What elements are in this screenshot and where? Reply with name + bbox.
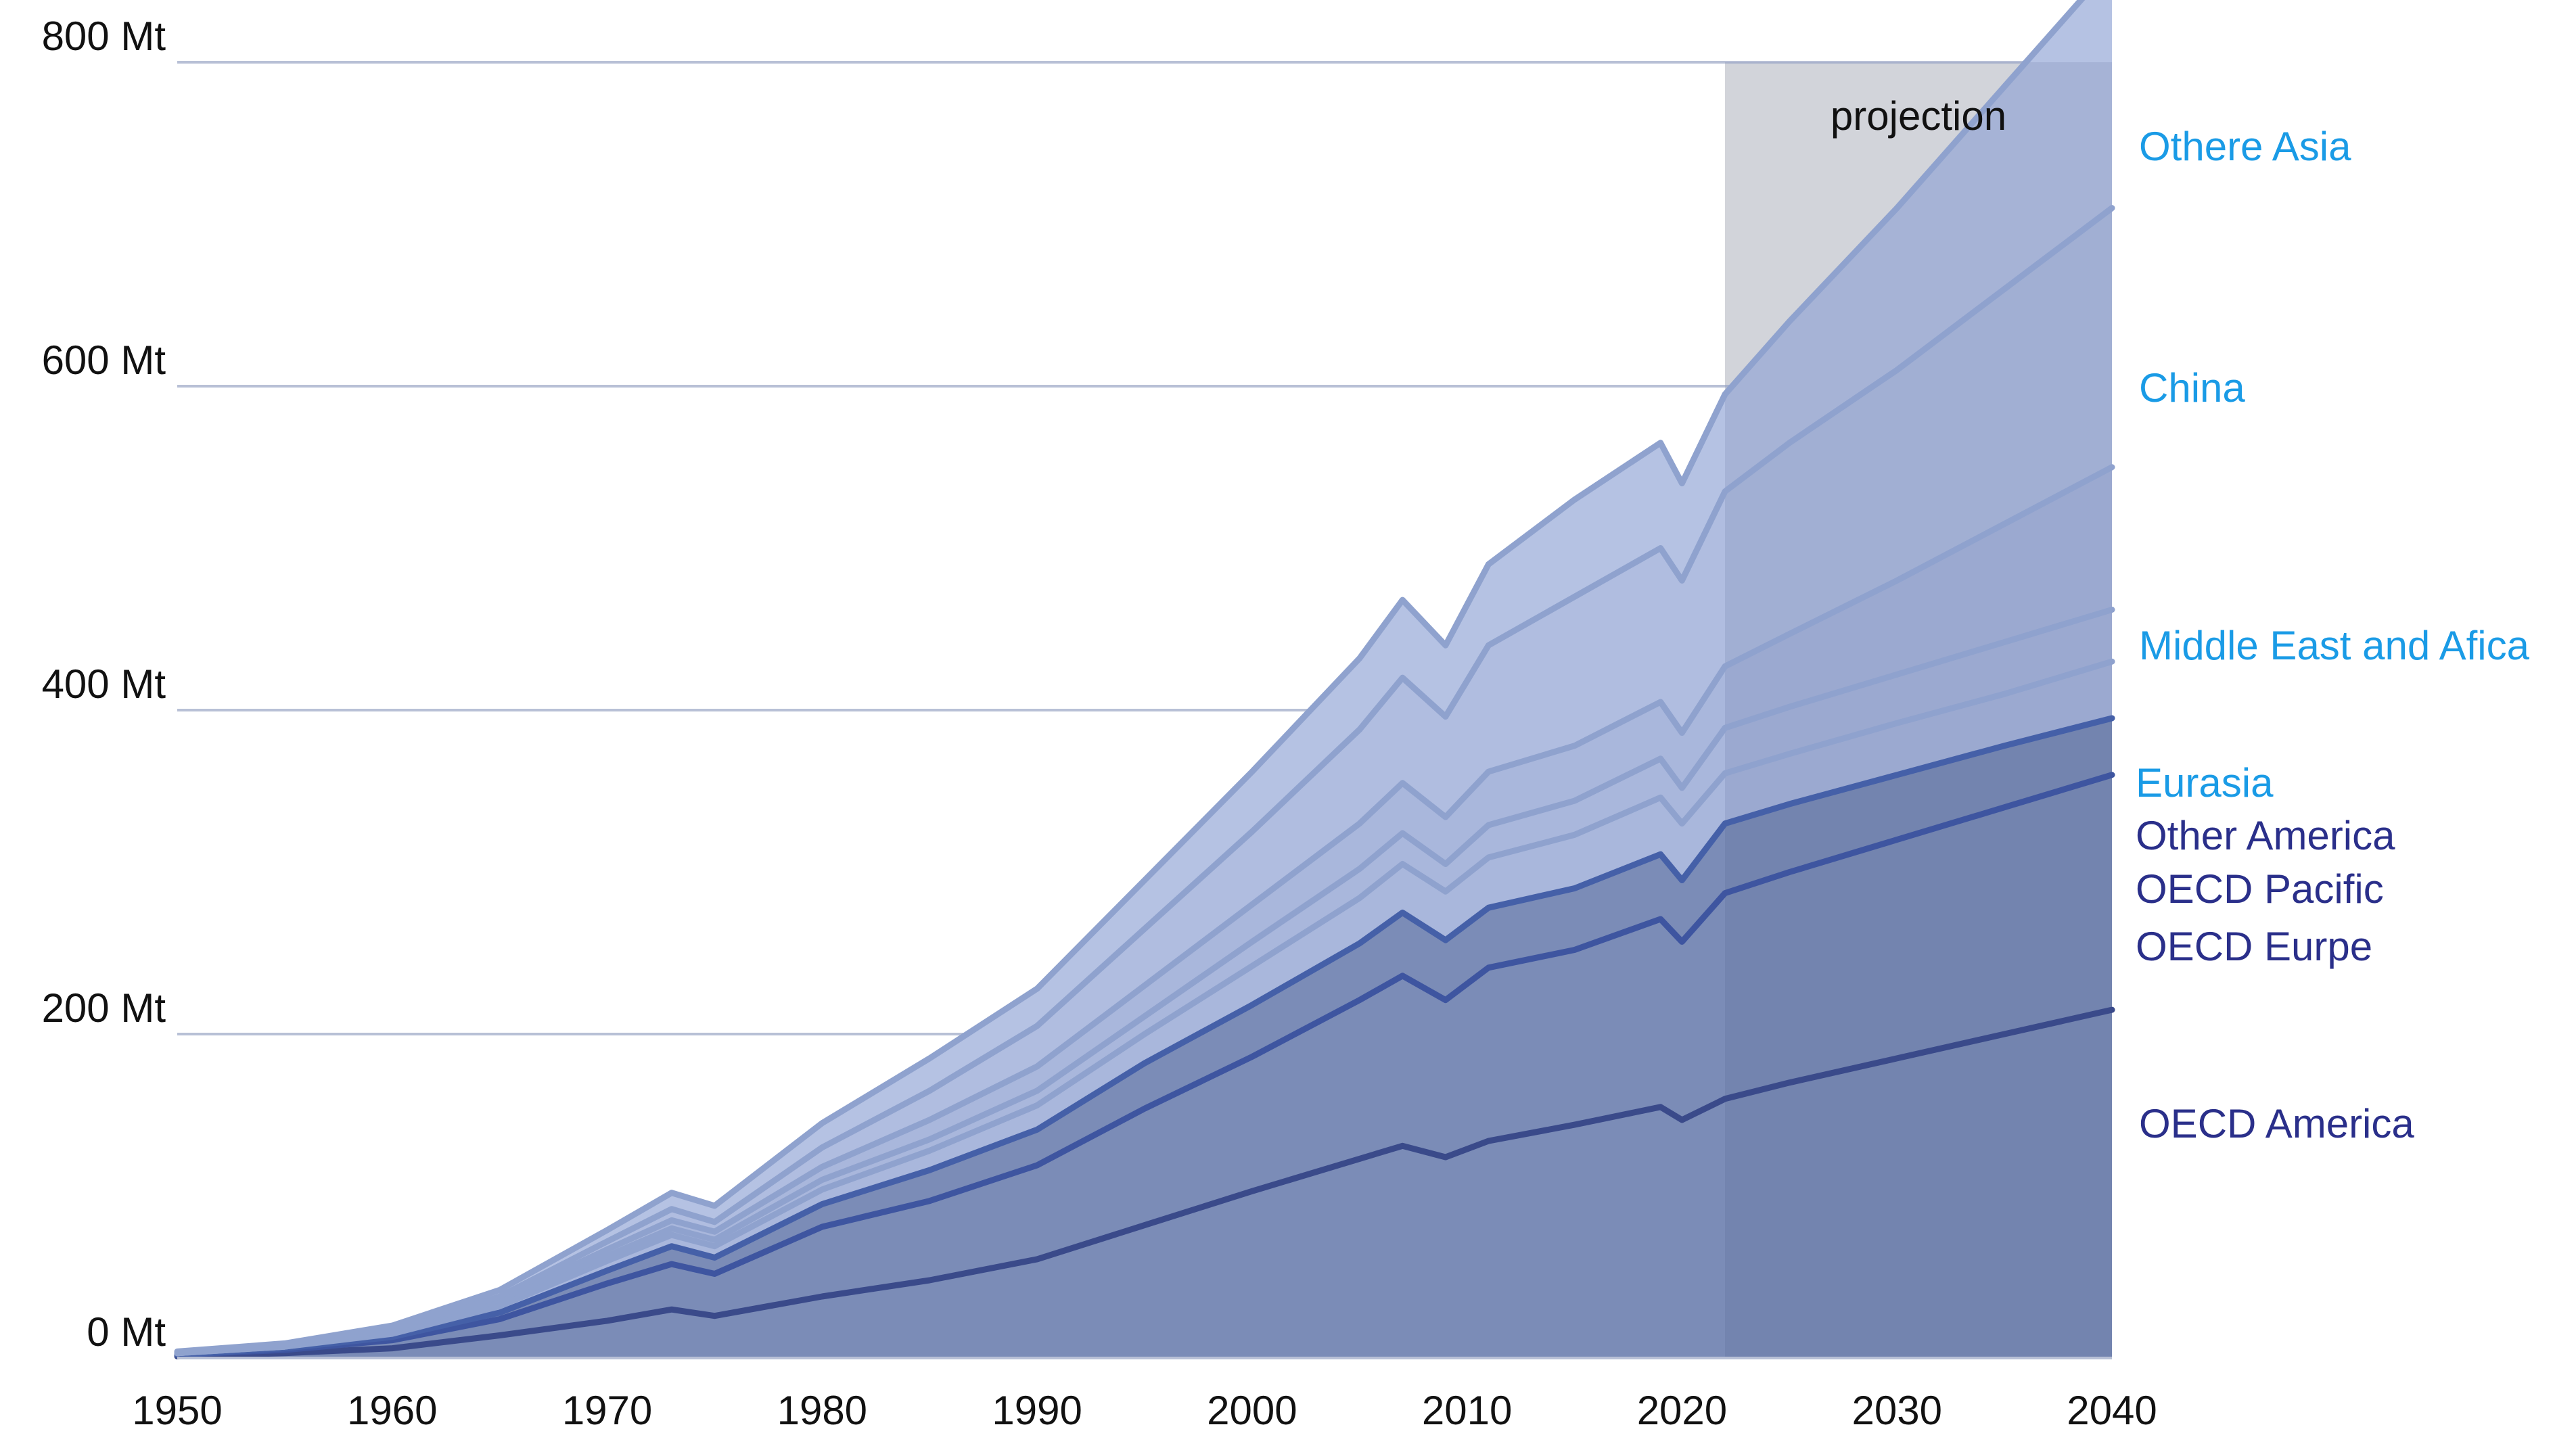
series-label-oecd-america: OECD America [2139,1101,2414,1146]
x-tick-label: 1990 [992,1388,1082,1433]
series-label-oecd-pacific: OECD Pacific [2136,866,2384,912]
line-middle-east-and-afica [174,464,2115,1357]
y-tick-label: 800 Mt [42,14,166,59]
x-tick-label: 1980 [777,1388,867,1433]
y-tick-label: 0 Mt [87,1309,166,1355]
line-china [174,205,2115,1357]
series-label-eurasia: Eurasia [2136,760,2274,805]
line-oecd-eurpe [174,772,2115,1358]
series-label-other-america: Other America [2136,813,2395,858]
series-label-china: China [2139,365,2245,411]
x-tick-label: 2010 [1422,1388,1512,1433]
x-tick-label: 1950 [132,1388,222,1433]
y-tick-label: 400 Mt [42,661,166,707]
area-oecd-america [177,1010,2112,1358]
series-label-othere-asia: Othere Asia [2139,124,2351,169]
x-tick-label: 2020 [1637,1388,1727,1433]
projection-label: projection [1831,93,2006,139]
series-label-middle-east-and-afica: Middle East and Afica [2139,623,2530,668]
x-tick-label: 1970 [562,1388,652,1433]
x-axis-ticks: 1950 1960 1970 1980 1990 2000 2010 2020 2030 2040 [132,1388,2157,1433]
series-labels: OECD America OECD Eurpe OECD Pacific Other … [2136,124,2530,1146]
projection-shade [1725,62,2112,1358]
x-tick-label: 1960 [347,1388,437,1433]
line-oecd-pacific [174,715,2115,1358]
x-tick-label: 2040 [2067,1388,2157,1433]
y-tick-label: 200 Mt [42,985,166,1031]
line-eurasia [174,607,2115,1357]
x-tick-label: 2000 [1207,1388,1297,1433]
line-othere-asia [174,0,2086,1355]
line-oecd-america [174,1006,2115,1360]
line-other-america [174,658,2115,1357]
series-lines [174,0,2115,1360]
series-label-oecd-eurpe: OECD Eurpe [2136,924,2372,969]
y-axis-ticks: 0 Mt 200 Mt 400 Mt 600 Mt 800 Mt [42,14,166,1355]
series-areas [177,0,2112,1359]
x-tick-label: 2030 [1852,1388,1941,1433]
y-tick-label: 600 Mt [42,337,166,383]
